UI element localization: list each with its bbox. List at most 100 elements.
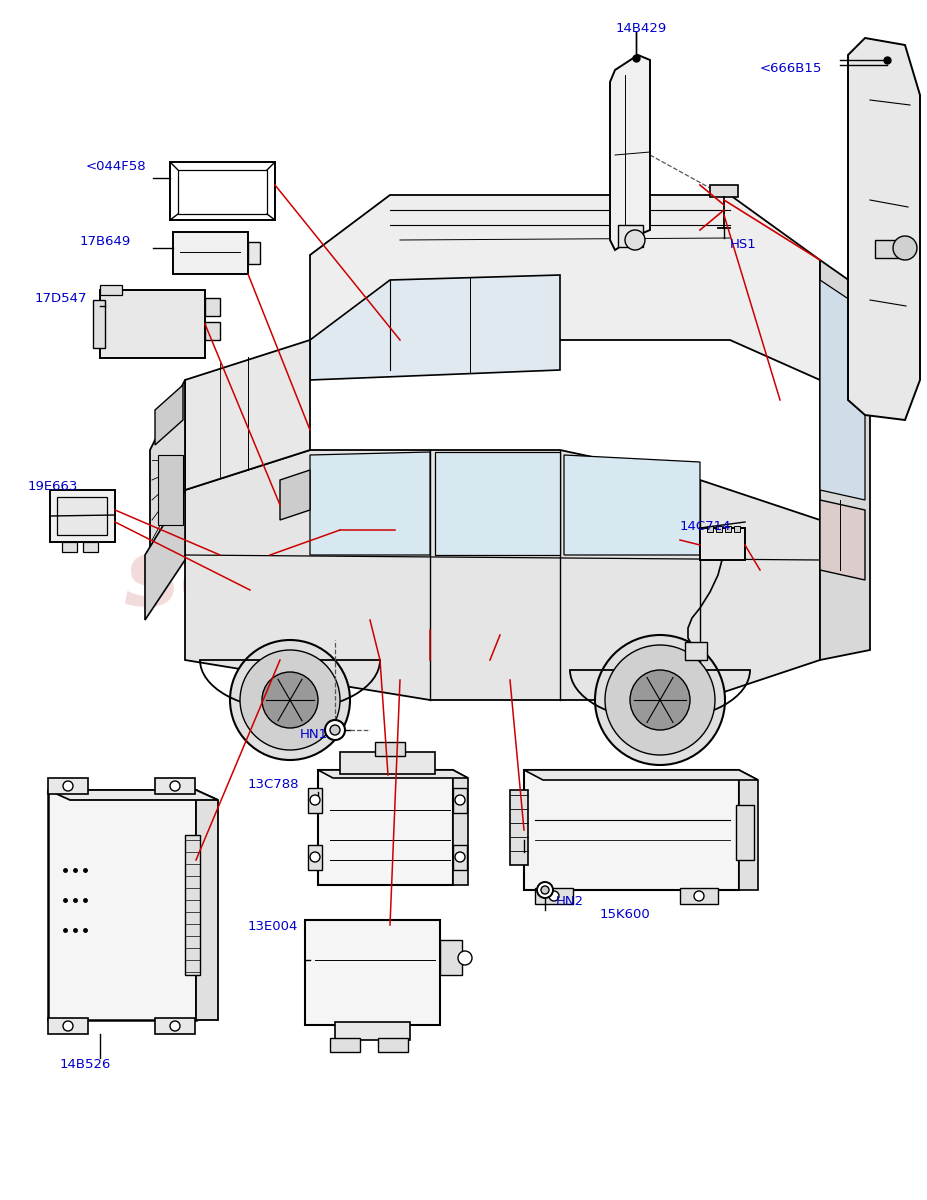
- Polygon shape: [610, 55, 650, 250]
- Bar: [48, 1018, 88, 1034]
- Bar: [875, 240, 903, 258]
- Bar: [48, 790, 196, 1020]
- Bar: [510, 790, 528, 865]
- Polygon shape: [310, 275, 560, 380]
- Text: 15K600: 15K600: [600, 908, 651, 922]
- Bar: [170, 162, 275, 220]
- Bar: [340, 752, 435, 774]
- Polygon shape: [145, 490, 185, 620]
- Bar: [173, 232, 248, 274]
- Bar: [83, 542, 98, 552]
- Bar: [100, 290, 205, 358]
- Circle shape: [310, 794, 320, 805]
- Polygon shape: [310, 194, 820, 380]
- Polygon shape: [564, 455, 700, 554]
- Bar: [62, 542, 77, 552]
- Polygon shape: [280, 470, 310, 520]
- Bar: [93, 300, 105, 348]
- Bar: [155, 778, 195, 794]
- Polygon shape: [820, 280, 865, 500]
- Circle shape: [605, 646, 715, 755]
- Polygon shape: [318, 770, 468, 778]
- Bar: [185, 835, 200, 974]
- Polygon shape: [185, 450, 820, 700]
- Bar: [330, 1038, 360, 1052]
- Polygon shape: [820, 500, 865, 580]
- Text: p a r t s: p a r t s: [263, 631, 517, 689]
- Text: scuderia: scuderia: [123, 534, 577, 626]
- Bar: [725, 526, 731, 532]
- Bar: [734, 526, 740, 532]
- Circle shape: [455, 794, 465, 805]
- Text: 13C788: 13C788: [248, 778, 299, 791]
- Circle shape: [310, 852, 320, 862]
- Bar: [524, 770, 739, 890]
- Circle shape: [537, 882, 553, 898]
- Circle shape: [230, 640, 350, 760]
- Bar: [716, 526, 722, 532]
- Text: HN1: HN1: [300, 728, 328, 740]
- Bar: [707, 526, 713, 532]
- Bar: [178, 170, 267, 214]
- Bar: [680, 888, 718, 904]
- Circle shape: [262, 672, 318, 728]
- Polygon shape: [310, 452, 430, 554]
- Polygon shape: [155, 385, 183, 445]
- Polygon shape: [820, 260, 870, 660]
- Text: 14B429: 14B429: [616, 22, 667, 35]
- Bar: [453, 788, 467, 814]
- Polygon shape: [524, 770, 758, 780]
- Circle shape: [893, 236, 917, 260]
- Bar: [248, 242, 260, 264]
- Polygon shape: [739, 770, 758, 890]
- Circle shape: [541, 886, 549, 894]
- Bar: [100, 284, 122, 295]
- Polygon shape: [453, 770, 468, 886]
- Circle shape: [330, 725, 340, 734]
- Circle shape: [170, 1021, 180, 1031]
- Bar: [375, 742, 405, 756]
- Circle shape: [630, 670, 690, 730]
- Circle shape: [63, 1021, 73, 1031]
- Bar: [305, 920, 440, 1025]
- Text: 13E004: 13E004: [248, 920, 298, 934]
- Text: 14B526: 14B526: [60, 1058, 111, 1070]
- Bar: [736, 805, 754, 860]
- Circle shape: [595, 635, 725, 766]
- Bar: [378, 1038, 408, 1052]
- Text: HN2: HN2: [556, 895, 584, 908]
- Circle shape: [240, 650, 340, 750]
- Polygon shape: [848, 38, 920, 420]
- Polygon shape: [150, 380, 185, 560]
- Bar: [158, 455, 183, 526]
- Circle shape: [549, 890, 559, 901]
- Bar: [57, 497, 107, 535]
- Bar: [318, 770, 453, 886]
- Circle shape: [63, 781, 73, 791]
- Bar: [205, 322, 220, 340]
- Polygon shape: [185, 340, 310, 490]
- Bar: [335, 1022, 410, 1040]
- Text: <666B15: <666B15: [760, 62, 822, 74]
- Bar: [205, 298, 220, 316]
- Bar: [535, 888, 573, 904]
- Text: <044F58: <044F58: [86, 160, 146, 173]
- Bar: [685, 642, 707, 660]
- Circle shape: [455, 852, 465, 862]
- Bar: [710, 185, 738, 197]
- Bar: [155, 1018, 195, 1034]
- Circle shape: [325, 720, 345, 740]
- Bar: [308, 845, 322, 870]
- Bar: [453, 845, 467, 870]
- Circle shape: [694, 890, 704, 901]
- Polygon shape: [48, 790, 218, 800]
- Bar: [618, 226, 643, 247]
- Text: 17D547: 17D547: [35, 292, 87, 305]
- Polygon shape: [435, 452, 560, 554]
- Circle shape: [625, 230, 645, 250]
- Bar: [440, 940, 462, 974]
- Text: HS1: HS1: [730, 238, 756, 251]
- Polygon shape: [196, 790, 218, 1020]
- Circle shape: [458, 950, 472, 965]
- Bar: [48, 778, 88, 794]
